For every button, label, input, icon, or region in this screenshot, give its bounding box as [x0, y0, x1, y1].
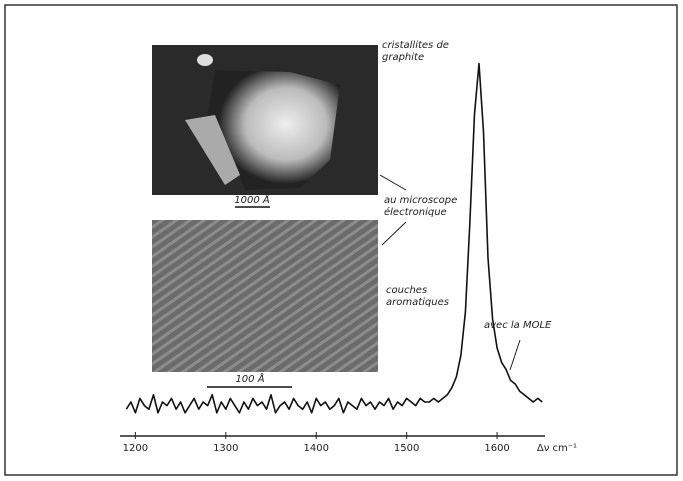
micrograph-top: [152, 45, 378, 195]
annotation: aromatiques: [386, 297, 449, 308]
annotation: couches: [386, 285, 427, 296]
page: {"chart_data": {"type": "line", "x_label…: [0, 0, 683, 481]
annotation: avec la MOLE: [484, 320, 552, 331]
x-tick-label: 1600: [484, 443, 509, 454]
figure: 1200 1300 1400 1500 1600 Δν cm⁻¹ cristallites …: [0, 0, 683, 481]
x-tick-label: 1200: [123, 443, 148, 454]
annotation: au microscope: [384, 195, 457, 206]
x-tick-label: 1300: [213, 443, 238, 454]
annotation: électronique: [384, 206, 447, 218]
annotation: graphite: [382, 52, 424, 63]
annotation: cristallites de: [382, 40, 449, 51]
x-tick-label: 1400: [303, 443, 328, 454]
x-tick-label: 1500: [394, 443, 419, 454]
micrograph-bottom: [152, 220, 378, 372]
annotation: 1000 Å: [234, 193, 270, 206]
annotation: 100 Å: [235, 372, 264, 385]
x-axis-label: Δν cm⁻¹: [537, 443, 577, 454]
